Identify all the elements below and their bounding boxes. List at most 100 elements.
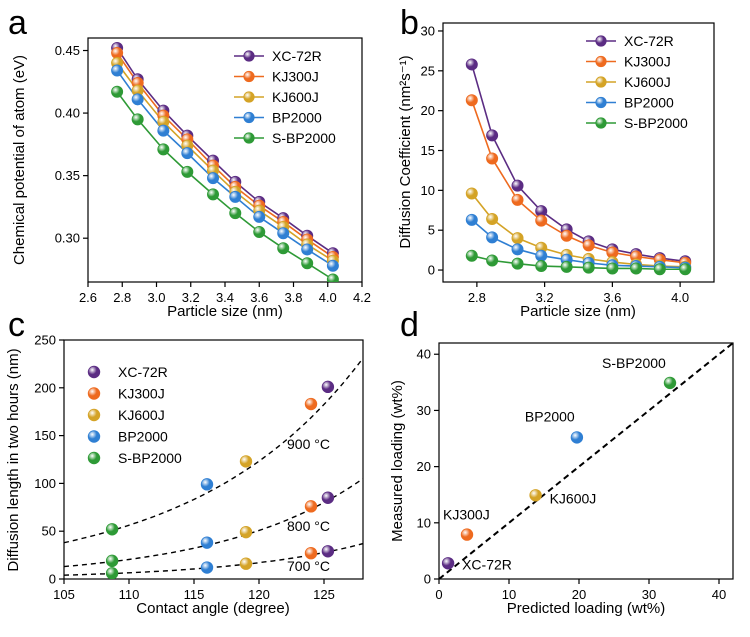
x-axis-label: Predicted loading (wt%) <box>507 600 665 617</box>
legend-label: KJ600J <box>624 74 671 90</box>
point-label: BP2000 <box>525 408 575 424</box>
x-tick-label: 4.0 <box>319 290 337 305</box>
fit-curve-label: 900 °C <box>287 436 330 452</box>
legend: XC-72R KJ300J KJ600J BP2000 S-BP2000 <box>586 33 688 131</box>
data-point-s-bp2000 <box>229 207 242 220</box>
parity-line <box>439 343 733 579</box>
data-point-s-bp2000 <box>277 242 290 255</box>
data-point-s-bp2000 <box>87 451 101 465</box>
x-tick-label: 125 <box>313 587 335 602</box>
data-point-bp2000 <box>200 536 214 549</box>
y-tick-label: 25 <box>421 63 435 78</box>
data-point-kj300j <box>460 528 474 541</box>
data-point-xc-72r <box>321 545 335 558</box>
data-point-bp2000 <box>181 147 194 160</box>
legend-label: XC-72R <box>118 364 168 380</box>
data-point-kj300j <box>304 397 318 411</box>
data-point-kj600j <box>239 455 253 468</box>
point-label: S-BP2000 <box>602 355 666 371</box>
x-tick-label: 30 <box>642 587 656 602</box>
series-line-s-bp2000 <box>116 91 334 281</box>
plot-area <box>111 42 339 282</box>
data-point-s-bp2000 <box>207 188 220 201</box>
data-point-kj300j <box>87 387 101 400</box>
data-point-s-bp2000 <box>105 554 119 568</box>
y-tick-label: 0.45 <box>55 43 80 58</box>
data-point-bp2000 <box>157 124 170 137</box>
data-point-kj300j <box>582 239 595 252</box>
series-line-kj600j <box>116 62 334 262</box>
legend-label: S-BP2000 <box>118 450 182 466</box>
data-point-s-bp2000 <box>630 262 643 275</box>
y-tick-label: 20 <box>421 103 435 118</box>
chart-panel-c: c 105 110 115 120 125 0 50 100 150 200 250 Contact a… <box>5 306 364 617</box>
series-line-s-bp2000 <box>471 254 686 271</box>
data-point-bp2000 <box>200 561 214 574</box>
legend-label: S-BP2000 <box>624 115 688 131</box>
data-point-bp2000 <box>465 213 478 226</box>
data-point-kj600j <box>239 525 253 539</box>
x-tick-label: 4.0 <box>671 290 689 305</box>
data-point-kj300j <box>243 70 255 83</box>
y-tick-label: 0.40 <box>55 106 80 121</box>
plot-area <box>439 343 733 579</box>
x-tick-label: 40 <box>712 587 726 602</box>
data-point-kj600j <box>239 557 253 570</box>
panel-label-b: b <box>400 4 419 42</box>
data-point-kj300j <box>595 55 607 68</box>
y-tick-label: 250 <box>34 333 56 348</box>
legend-label: XC-72R <box>272 48 322 64</box>
data-point-xc-72r <box>511 179 524 192</box>
y-tick-label: 15 <box>421 143 435 158</box>
legend-label: BP2000 <box>272 110 322 126</box>
data-point-s-bp2000 <box>595 117 607 129</box>
series-line-kj300j <box>471 100 686 264</box>
x-tick-label: 10 <box>502 587 516 602</box>
data-point-xc-72r <box>486 129 499 142</box>
series-line-bp2000 <box>116 70 334 267</box>
data-point-xc-72r <box>465 58 478 71</box>
plot-area <box>465 58 692 276</box>
series-line-kj600j <box>471 193 686 268</box>
data-point-kj300j <box>560 229 573 242</box>
panel-label-c: c <box>8 306 25 344</box>
x-tick-label: 105 <box>53 587 75 602</box>
y-axis-label: Measured loading (wt%) <box>389 380 406 542</box>
data-point-bp2000 <box>200 478 214 491</box>
legend-label: KJ300J <box>118 386 165 402</box>
y-tick-label: 30 <box>421 23 435 38</box>
data-point-kj300j <box>111 47 124 60</box>
data-point-s-bp2000 <box>679 263 692 276</box>
data-point-bp2000 <box>511 243 524 256</box>
data-point-xc-72r <box>595 35 607 47</box>
data-point-kj600j <box>87 408 101 422</box>
data-point-s-bp2000 <box>181 165 194 178</box>
data-point-kj600j <box>529 489 542 502</box>
data-point-xc-72r <box>87 365 101 379</box>
x-tick-label: 3.0 <box>147 290 165 305</box>
y-tick-label: 50 <box>42 524 56 539</box>
data-point-bp2000 <box>486 231 499 244</box>
plot-area <box>64 357 363 579</box>
y-tick-label: 0 <box>49 572 56 587</box>
series-line-bp2000 <box>471 219 686 269</box>
plot-frame <box>438 342 734 580</box>
panel-label-d: d <box>400 306 419 344</box>
data-point-s-bp2000 <box>560 260 573 273</box>
legend-label: KJ300J <box>624 54 671 70</box>
data-point-kj300j <box>304 546 318 560</box>
data-point-kj600j <box>243 91 255 103</box>
legend-label: KJ600J <box>272 89 319 105</box>
data-point-bp2000 <box>253 210 266 223</box>
data-point-s-bp2000 <box>105 567 119 579</box>
legend: XC-72R KJ300J KJ600J BP2000 S-BP2000 <box>234 48 336 146</box>
x-tick-label: 20 <box>572 587 586 602</box>
x-tick-label: 4.2 <box>353 290 371 305</box>
y-tick-label: 20 <box>417 459 431 474</box>
x-tick-label: 3.4 <box>216 290 234 305</box>
y-tick-label: 30 <box>417 403 431 418</box>
legend-label: KJ600J <box>118 407 165 423</box>
y-tick-label: 5 <box>428 223 435 238</box>
y-axis-label: Diffusion Coefficient (nm²s⁻¹) <box>397 55 414 248</box>
